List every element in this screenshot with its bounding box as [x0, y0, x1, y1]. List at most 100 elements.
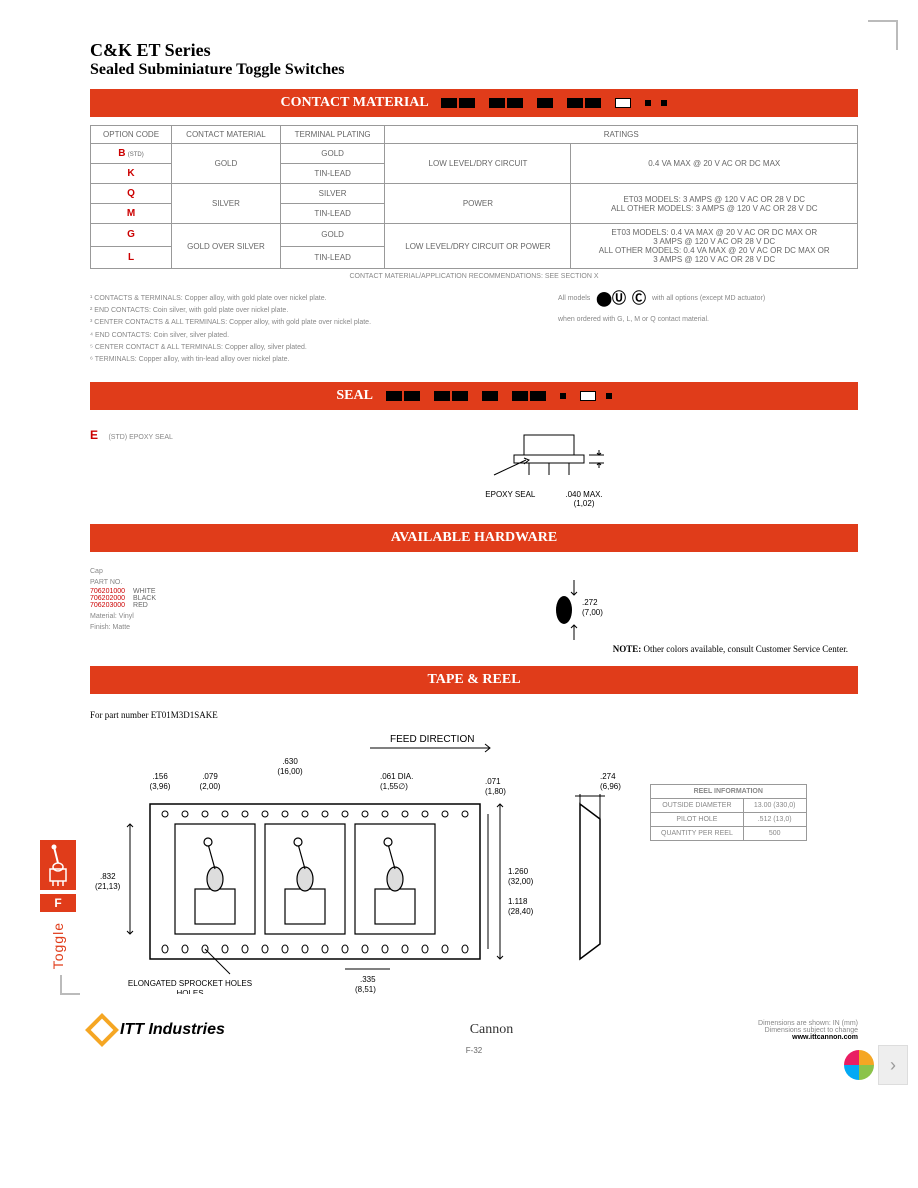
page-content: C&K ET Series Sealed Subminiature Toggle… — [0, 0, 918, 1095]
page-number: F-32 — [90, 1046, 858, 1055]
svg-text:.272: .272 — [582, 598, 598, 607]
viewer-nav: › — [844, 1045, 908, 1085]
seal-code: E — [90, 428, 98, 442]
svg-text:(6,96): (6,96) — [600, 782, 621, 791]
cell-plating: GOLD — [280, 224, 385, 247]
cell-circuit: LOW LEVEL/DRY CIRCUIT — [385, 144, 571, 184]
list-item: 706203000RED — [90, 602, 290, 609]
cell-plating: TIN-LEAD — [280, 164, 385, 184]
table-header-row: OPTION CODE CONTACT MATERIAL TERMINAL PL… — [91, 126, 858, 144]
pinwheel-icon[interactable] — [844, 1050, 874, 1080]
footnote: ⁶ TERMINALS: Copper alloy, with tin-lead… — [90, 354, 538, 365]
contact-material-table: OPTION CODE CONTACT MATERIAL TERMINAL PL… — [90, 125, 858, 269]
svg-text:(1,80): (1,80) — [485, 787, 506, 796]
svg-text:HOLES: HOLES — [176, 989, 203, 994]
th-plating: TERMINAL PLATING — [280, 126, 385, 144]
subtitle: Sealed Subminiature Toggle Switches — [90, 61, 858, 79]
svg-text:1.118: 1.118 — [508, 897, 528, 906]
dim-note: Dimensions subject to change — [758, 1027, 858, 1034]
reel-info-block: REEL INFORMATION OUTSIDE DIAMETER13.00 (… — [650, 724, 807, 841]
svg-text:(3,96): (3,96) — [150, 782, 171, 791]
cert-text: when ordered with G, L, M or Q contact m… — [558, 316, 709, 323]
table-row: PILOT HOLE.512 (13,0) — [651, 813, 807, 827]
svg-text:(8,51): (8,51) — [355, 985, 376, 994]
seal-dim: .040 MAX. — [565, 490, 602, 499]
logo-icon — [85, 1013, 119, 1047]
cell-code: B (STD) — [91, 144, 172, 164]
band-tape-reel: TAPE & REEL — [90, 666, 858, 694]
certification-block: All models ⬤Ⓤ Ⓒ with all options (except… — [558, 288, 858, 374]
footer-right: Dimensions are shown: IN (mm) Dimensions… — [758, 1020, 858, 1041]
title: C&K ET Series — [90, 40, 858, 61]
cell-code: K — [91, 164, 172, 184]
crop-mark-bl — [60, 975, 80, 995]
itt-logo: ITT Industries — [90, 1018, 225, 1042]
table-row: QUANTITY PER REEL500 — [651, 827, 807, 841]
cell-rating: ET03 MODELS: 0.4 VA MAX @ 20 V AC OR DC … — [571, 224, 858, 269]
cap-diagram: .272 (7,00) — [290, 575, 858, 650]
cannon-label: Cannon — [470, 1022, 514, 1038]
seal-diagram: EPOXY SEAL .040 MAX.(1,02) — [230, 430, 858, 508]
partnumber-boxes — [441, 98, 667, 108]
cell-plating: TIN-LEAD — [280, 246, 385, 269]
tape-side-profile: .274 (6,96) — [570, 724, 640, 994]
svg-text:(7,00): (7,00) — [582, 608, 603, 617]
footnote: ² END CONTACTS: Coin silver, with gold p… — [90, 305, 538, 316]
footnote: ⁵ CENTER CONTACT & ALL TERMINALS: Copper… — [90, 342, 538, 353]
footnote: ³ CENTER CONTACTS & ALL TERMINALS: Coppe… — [90, 317, 538, 328]
svg-text:.061 DIA.: .061 DIA. — [380, 772, 413, 781]
side-tab: F Toggle — [40, 840, 76, 979]
th-material: CONTACT MATERIAL — [172, 126, 281, 144]
cap-label: Cap — [90, 568, 858, 575]
svg-text:.630: .630 — [282, 757, 298, 766]
svg-text:(1,55∅): (1,55∅) — [380, 782, 408, 791]
band-seal: SEAL — [90, 382, 858, 410]
hardware-parts-list: PART NO. 706201000WHITE 706202000BLACK 7… — [90, 579, 290, 609]
table-row: Q SILVER SILVER POWER ET03 MODELS: 3 AMP… — [91, 184, 858, 204]
footnote: ¹ CONTACTS & TERMINALS: Copper alloy, wi… — [90, 293, 538, 304]
band-label: SEAL — [336, 388, 372, 403]
cell-circuit: LOW LEVEL/DRY CIRCUIT OR POWER — [385, 224, 571, 269]
cell-rating: 0.4 VA MAX @ 20 V AC OR DC MAX — [571, 144, 858, 184]
table-note: CONTACT MATERIAL/APPLICATION RECOMMENDAT… — [90, 273, 858, 280]
seal-dim-mm: (1,02) — [574, 499, 595, 508]
epoxy-label: EPOXY SEAL — [485, 490, 535, 508]
seal-drawing — [454, 430, 634, 490]
cell-circuit: POWER — [385, 184, 571, 224]
band-label: AVAILABLE HARDWARE — [391, 530, 557, 545]
svg-text:FEED DIRECTION: FEED DIRECTION — [390, 734, 474, 745]
svg-text:ELONGATED SPROCKET HOLES: ELONGATED SPROCKET HOLES — [128, 979, 252, 988]
brand-name: ITT Industries — [120, 1021, 225, 1039]
cell-code: L — [91, 246, 172, 269]
reel-table-header: REEL INFORMATION — [651, 785, 807, 799]
section-letter: F — [40, 894, 76, 912]
band-contact-material: CONTACT MATERIAL — [90, 89, 858, 117]
svg-text:.079: .079 — [202, 772, 218, 781]
footnotes: ¹ CONTACTS & TERMINALS: Copper alloy, wi… — [90, 292, 538, 366]
cell-plating: TIN-LEAD — [280, 204, 385, 224]
page-header: C&K ET Series Sealed Subminiature Toggle… — [90, 40, 858, 79]
svg-text:(28,40): (28,40) — [508, 907, 534, 916]
footnote: ⁴ END CONTACTS: Coin silver, silver plat… — [90, 330, 538, 341]
cell-material: GOLD OVER SILVER — [172, 224, 281, 269]
tape-drawing: FEED DIRECTION .156 (3,96) .079 (2,00) .… — [90, 724, 560, 994]
page-footer: ITT Industries Cannon Dimensions are sho… — [90, 1018, 858, 1042]
svg-text:.335: .335 — [360, 975, 376, 984]
tape-reel-section: For part number ET01M3D1SAKE FEED DIRECT… — [90, 702, 858, 998]
reel-info-table: REEL INFORMATION OUTSIDE DIAMETER13.00 (… — [650, 784, 807, 841]
list-item: 706202000BLACK — [90, 595, 290, 602]
svg-text:.832: .832 — [100, 872, 116, 881]
hardware-note: NOTE: Other colors available, consult Cu… — [613, 644, 848, 654]
cell-material: SILVER — [172, 184, 281, 224]
cert-text: All models — [558, 295, 590, 302]
svg-text:.156: .156 — [152, 772, 168, 781]
next-page-button[interactable]: › — [878, 1045, 908, 1085]
partnumber-boxes — [386, 391, 612, 401]
section-name: Toggle — [50, 922, 66, 969]
part-header: PART NO. — [90, 579, 290, 586]
footer-url: www.ittcannon.com — [758, 1034, 858, 1041]
hw-material: Material: Vinyl — [90, 613, 290, 620]
band-hardware: AVAILABLE HARDWARE — [90, 524, 858, 552]
seal-code-label: (STD) EPOXY SEAL — [108, 434, 172, 441]
hardware-section: Cap PART NO. 706201000WHITE 706202000BLA… — [90, 560, 858, 658]
